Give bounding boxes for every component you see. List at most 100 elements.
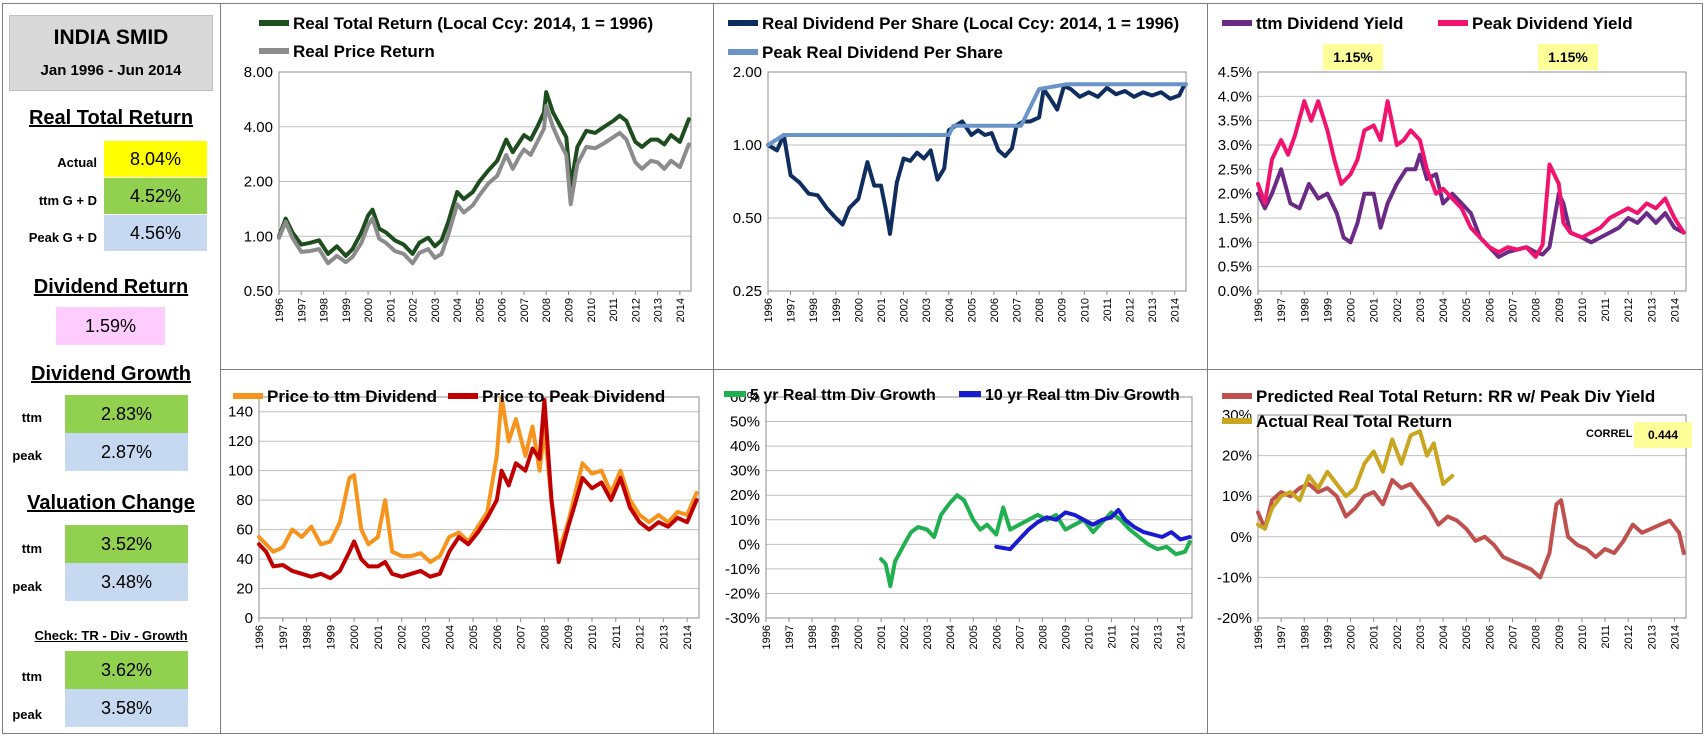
y-tick-label: -30% [725,610,760,627]
y-tick-label: 10% [730,512,760,529]
x-tick-label: 1997 [278,625,290,649]
legend-label: Price to ttm Dividend [267,387,438,406]
x-tick-label: 2008 [1034,298,1046,322]
x-tick-label: 2007 [1012,298,1024,322]
y-tick-label: 1.5% [1218,210,1252,227]
y-tick-label: 8.00 [244,64,273,81]
legend-real-dps: Real Dividend Per Share (Local Ccy: 2014… [728,14,1179,34]
growth-ttm-label: ttm [21,410,42,425]
x-tick-label: 1999 [1322,625,1334,649]
x-tick-label: 2012 [1125,298,1137,322]
y-tick-label: 50% [730,414,760,431]
x-tick-label: 2011 [611,625,623,649]
x-tick-label: 2014 [1669,298,1681,322]
y-tick-label: 20% [1222,448,1252,465]
legend-label: Price to Peak Dividend [482,387,666,406]
x-tick-label: 2008 [1531,298,1543,322]
dividend-yield-chart: 0.0% 0.5% 1.0% 1.5% 2.0% 2.5% 3.0% 3.5% 4.0% 4.5%… [1208,4,1702,368]
legend-predicted-return: Predicted Real Total Return: RR w/ Peak … [1222,387,1655,407]
correl-value: 0.444 [1634,422,1692,448]
x-tick-label: 2005 [966,298,978,322]
x-tick-label: 2000 [349,625,361,649]
x-tick-label: 2000 [363,298,375,322]
legend-swatch [728,48,758,55]
div-growth-chart: -30% -20% -10% 0% 10% 20% 30% 40% 50% 60% 1996 1997… [714,370,1206,733]
predicted-return-plot: -20%-10%0%10%20%30%1996 1997 1998 1999 2000 2… [1217,407,1687,649]
x-tick-label: 1999 [831,298,843,322]
dividend-return-heading: Dividend Return [33,276,189,298]
div-growth-plot: -30%-20%-10%0%10%20%30%40%50%60%1996 1997… [725,389,1193,649]
x-tick-label: 1998 [319,298,331,322]
x-tick-label: 2000 [1346,298,1358,322]
x-tick-label: 1996 [1253,625,1265,649]
x-tick-label: 2008 [1037,625,1049,649]
x-tick-label: 1998 [807,625,819,649]
predicted-return-chart: -20% -10% 0% 10% 20% 30% 1996 1997 1998 1999 2000 2… [1208,370,1702,733]
x-tick-label: 2005 [968,625,980,649]
y-tick-label: 2.00 [244,174,273,191]
x-tick-label: 2012 [1623,298,1635,322]
y-tick-label: 0.0% [1218,283,1252,300]
legend-label: 5 yr Real ttm Div Growth [750,387,936,404]
growth-ttm-value: 2.83% [65,395,188,433]
series-line-1 [879,493,1192,589]
x-tick-label: 2005 [468,625,480,649]
x-tick-label: 1999 [341,298,353,322]
y-tick-label: 40 [236,551,253,568]
x-tick-label: 2003 [922,625,934,649]
legend-swatch [728,19,758,26]
x-tick-label: 2009 [1554,625,1566,649]
y-tick-label: -10% [1217,569,1252,586]
y-tick-label: 120 [228,433,253,450]
x-tick-label: 2003 [1415,298,1427,322]
legend-real-total-return: Real Total Return (Local Ccy: 2014, 1 = … [259,14,653,34]
x-tick-label: 2010 [587,625,599,649]
x-tick-label: 2008 [541,298,553,322]
y-tick-label: 1.00 [244,228,273,245]
val-peak-value: 3.48% [65,563,188,601]
x-tick-label: 2003 [420,625,432,649]
y-tick-label: 1.0% [1218,234,1252,251]
x-tick-label: 2012 [630,298,642,322]
legend-peak-dps: Peak Real Dividend Per Share [728,43,1003,63]
x-tick-label: 2009 [1554,298,1566,322]
x-tick-label: 2011 [1600,625,1612,649]
legend-price-ttm-div: Price to ttm Dividend [233,387,437,407]
actual-value: 8.04% [104,141,207,177]
x-tick-label: 2005 [474,298,486,322]
x-tick-label: 1996 [274,298,286,322]
legend-label: Real Dividend Per Share (Local Ccy: 2014… [762,14,1180,33]
legend-label: Peak Dividend Yield [1472,14,1633,33]
y-tick-label: 0% [738,536,760,553]
x-tick-label: 2014 [1669,625,1681,649]
val-peak-label: peak [12,579,42,594]
y-tick-label: 0% [1230,529,1252,546]
x-tick-label: 1999 [1322,298,1334,322]
x-tick-label: 2010 [1577,625,1589,649]
x-tick-label: 2014 [682,625,694,649]
x-tick-label: 2000 [853,298,865,322]
y-tick-label: 0 [245,610,253,627]
x-tick-label: 2005 [1461,625,1473,649]
legend-swatch [1222,392,1252,399]
x-tick-label: 2002 [899,625,911,649]
peak-gd-value: 4.56% [104,215,207,251]
dividend-yield-plot: 0.0% 0.5% 1.0% 1.5% 2.0% 2.5% 3.0% 3.5% 4.0% 4.5%… [1218,64,1687,322]
x-tick-label: 2013 [658,625,670,649]
plot-border [1257,414,1687,619]
x-tick-label: 2002 [1392,625,1404,649]
x-tick-label: 2007 [519,298,531,322]
x-tick-label: 2008 [539,625,551,649]
x-tick-label: 1997 [784,625,796,649]
series-line-1 [257,395,699,564]
x-tick-label: 2014 [675,298,687,322]
series-line-2 [1256,429,1455,531]
x-tick-label: 2011 [1600,298,1612,322]
plot-border [765,396,1193,619]
x-tick-label: 2001 [876,298,888,322]
series-line-2 [277,104,691,266]
legend-label: Actual Real Total Return [1256,412,1453,431]
legend-actual-return: Actual Real Total Return [1222,412,1452,432]
divider [713,3,714,734]
legend-swatch [1438,19,1468,26]
